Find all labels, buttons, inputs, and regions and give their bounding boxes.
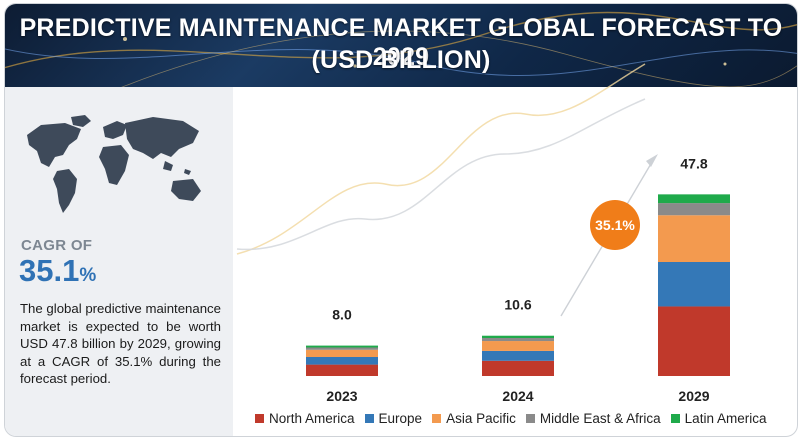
cagr-badge-label: 35.1%	[595, 217, 635, 233]
legend-item: Latin America	[670, 411, 767, 426]
infographic: PREDICTIVE MAINTENANCE MARKET GLOBAL FOR…	[4, 3, 798, 437]
bar-segment-2023-latin-america	[306, 345, 378, 348]
total-label-2024: 10.6	[504, 297, 531, 313]
legend-item: Europe	[364, 411, 423, 426]
total-label-2023: 8.0	[332, 307, 352, 323]
chart-legend: North America Europe Asia Pacific Middle Ea…	[255, 411, 776, 426]
bar-segment-2029-middle-east-africa	[658, 203, 730, 216]
bar-segment-2029-latin-america	[658, 194, 730, 204]
decorative-wave-grey	[236, 98, 646, 251]
stacked-bar-chart: 35.1% 8.0 2023 10.6 2024 47.8 2029	[236, 63, 730, 404]
summary-panel: CAGR OF 35.1% The global predictive main…	[5, 87, 233, 436]
cagr-number: 35.1	[19, 253, 80, 288]
bar-segment-2029-north-america	[658, 306, 730, 376]
decorative-wave-gold	[236, 63, 646, 255]
legend-label: North America	[269, 411, 355, 426]
legend-item: Asia Pacific	[432, 411, 516, 426]
bar-segment-2023-asia-pacific	[306, 349, 378, 357]
legend-label: Europe	[378, 411, 423, 426]
legend-item: North America	[255, 411, 355, 426]
chart-subtitle: (USD BILLION)	[311, 46, 491, 74]
market-description: The global predictive maintenance market…	[20, 301, 221, 387]
bar-segment-2024-asia-pacific	[482, 341, 554, 351]
bar-segment-2024-north-america	[482, 360, 554, 376]
header-banner: PREDICTIVE MAINTENANCE MARKET GLOBAL FOR…	[5, 4, 797, 87]
bar-segment-2024-middle-east-africa	[482, 338, 554, 342]
legend-swatch	[432, 414, 442, 423]
total-label-2029: 47.8	[680, 155, 707, 171]
world-map-icon	[27, 115, 201, 213]
cagr-badge	[590, 200, 640, 250]
bar-segment-2024-europe	[482, 350, 554, 361]
legend-swatch	[525, 414, 535, 423]
bar-segment-2023-europe	[306, 357, 378, 365]
chart-title: PREDICTIVE MAINTENANCE MARKET GLOBAL FOR…	[19, 14, 783, 71]
growth-arrow-head	[646, 154, 658, 167]
legend-label: Middle East & Africa	[539, 411, 661, 426]
legend-swatch	[670, 414, 680, 423]
x-tick-label-2023: 2023	[326, 388, 357, 404]
cagr-label: CAGR OF	[21, 237, 93, 254]
bar-segment-2029-europe	[658, 262, 730, 307]
legend-swatch	[364, 414, 374, 423]
bar-segment-2024-latin-america	[482, 335, 554, 338]
header-background-lights	[5, 11, 797, 87]
legend-label: Asia Pacific	[446, 411, 516, 426]
cagr-value: 35.1%	[19, 253, 96, 289]
legend-swatch	[255, 414, 264, 423]
bar-segment-2029-asia-pacific	[658, 215, 730, 262]
bar-segment-2023-middle-east-africa	[306, 347, 378, 350]
legend-label: Latin America	[684, 411, 767, 426]
x-tick-label-2029: 2029	[678, 388, 709, 404]
cagr-unit: %	[79, 265, 97, 286]
legend-item: Middle East & Africa	[525, 411, 661, 426]
bar-segment-2023-north-america	[306, 364, 378, 376]
x-tick-label-2024: 2024	[502, 388, 533, 404]
